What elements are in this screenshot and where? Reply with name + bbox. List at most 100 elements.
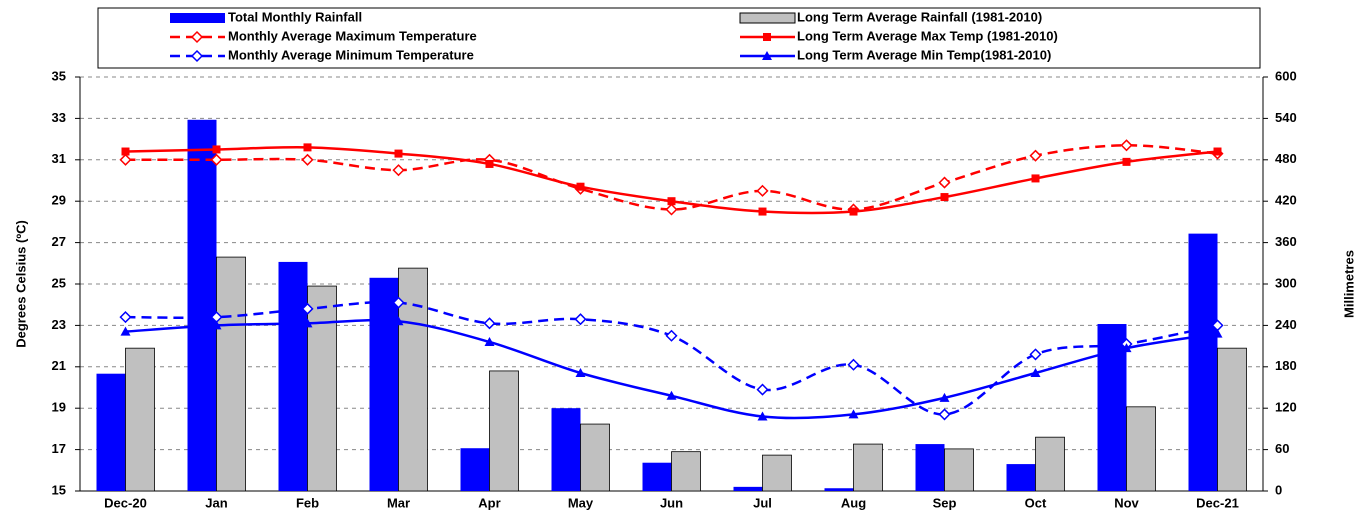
line-marker <box>485 159 494 168</box>
y2-tick-label: 0 <box>1275 482 1282 497</box>
y2-tick-label: 180 <box>1275 358 1297 373</box>
x-tick-label: Jul <box>753 495 772 510</box>
legend-label: Long Term Average Min Temp(1981-2010) <box>797 47 1051 62</box>
bar <box>278 261 308 491</box>
bar <box>944 448 974 492</box>
bar <box>489 370 519 492</box>
x-tick-label: Feb <box>296 495 319 510</box>
line-marker <box>1122 157 1131 166</box>
line-marker <box>666 390 677 400</box>
line-marker <box>575 368 586 378</box>
bar <box>733 486 763 491</box>
x-tick-label: Apr <box>478 495 500 510</box>
y2-tick-label: 360 <box>1275 234 1297 249</box>
y2-tick-label: 240 <box>1275 317 1297 332</box>
line-marker <box>848 409 859 419</box>
bar <box>642 462 672 491</box>
bar <box>125 347 155 492</box>
line-marker <box>938 176 951 189</box>
y-tick-label: 21 <box>52 358 66 373</box>
x-tick-label: Sep <box>933 495 957 510</box>
y-tick-label: 15 <box>52 482 66 497</box>
legend-box <box>97 7 1261 69</box>
line-marker <box>756 383 769 396</box>
bar <box>671 451 701 492</box>
line-marker <box>1029 149 1042 162</box>
bar <box>551 408 581 491</box>
legend-swatch <box>739 12 796 24</box>
legend-label: Monthly Average Minimum Temperature <box>228 47 474 62</box>
y-tick-label: 27 <box>52 234 66 249</box>
y2-tick-label: 300 <box>1275 275 1297 290</box>
x-tick-label: May <box>568 495 594 510</box>
legend-label: Long Term Average Max Temp (1981-2010) <box>797 28 1058 43</box>
legend-label: Monthly Average Maximum Temperature <box>228 28 477 43</box>
y2-tick-label: 540 <box>1275 110 1297 125</box>
line-marker <box>938 408 951 421</box>
bar <box>1217 347 1247 492</box>
x-tick-label: Jan <box>205 495 227 510</box>
x-tick-label: Dec-21 <box>1196 495 1239 510</box>
line-marker <box>1031 174 1040 183</box>
legend-label: Long Term Average Rainfall (1981-2010) <box>797 9 1042 24</box>
line-marker <box>121 147 130 156</box>
line-marker <box>756 184 769 197</box>
line-marker <box>574 313 587 326</box>
bar <box>1006 464 1036 491</box>
y-axis-label: Degrees Celsius (ºC) <box>13 220 28 348</box>
line-marker <box>120 326 131 336</box>
y-tick-label: 29 <box>52 193 66 208</box>
y-tick-label: 17 <box>52 441 66 456</box>
bar <box>762 454 792 492</box>
y2-tick-label: 60 <box>1275 441 1289 456</box>
line-marker <box>1120 139 1133 152</box>
x-tick-label: Jun <box>660 495 683 510</box>
line-marker <box>665 329 678 342</box>
line-marker <box>211 320 222 330</box>
y2-tick-label: 120 <box>1275 400 1297 415</box>
line-marker <box>392 296 405 309</box>
y2-tick-label: 600 <box>1275 68 1297 83</box>
x-tick-label: Mar <box>387 495 410 510</box>
line-marker <box>1212 328 1223 338</box>
bar <box>460 448 490 491</box>
line-marker <box>940 193 949 202</box>
line-marker <box>483 317 496 330</box>
line-marker <box>301 302 314 315</box>
bar <box>1126 406 1156 492</box>
legend-marker <box>190 49 204 63</box>
y-tick-label: 33 <box>52 110 66 125</box>
x-tick-label: Oct <box>1025 495 1047 510</box>
line-marker <box>939 392 950 402</box>
line-marker <box>392 164 405 177</box>
line-marker <box>301 153 314 166</box>
bar <box>1035 436 1065 492</box>
x-tick-label: Dec-20 <box>104 495 147 510</box>
x-tick-label: Aug <box>841 495 866 510</box>
y-tick-label: 23 <box>52 317 66 332</box>
y2-tick-label: 420 <box>1275 193 1297 208</box>
legend-marker <box>763 33 771 41</box>
bar <box>96 373 126 491</box>
legend-marker <box>762 51 772 60</box>
line-marker <box>210 153 223 166</box>
line-marker <box>576 182 585 191</box>
line-marker <box>1213 147 1222 156</box>
line-marker <box>302 318 313 328</box>
line-marker <box>847 358 860 371</box>
line-marker <box>758 207 767 216</box>
line-marker <box>665 203 678 216</box>
bar <box>216 256 246 492</box>
bar <box>1188 233 1218 491</box>
line-marker <box>119 153 132 166</box>
bar <box>187 119 217 491</box>
line-marker <box>1030 368 1041 378</box>
y-tick-label: 25 <box>52 275 66 290</box>
legend-marker <box>190 30 204 44</box>
line-marker <box>1121 343 1132 353</box>
y2-tick-label: 480 <box>1275 151 1297 166</box>
bar <box>580 423 610 492</box>
line-marker <box>119 311 132 324</box>
bar <box>824 488 854 491</box>
